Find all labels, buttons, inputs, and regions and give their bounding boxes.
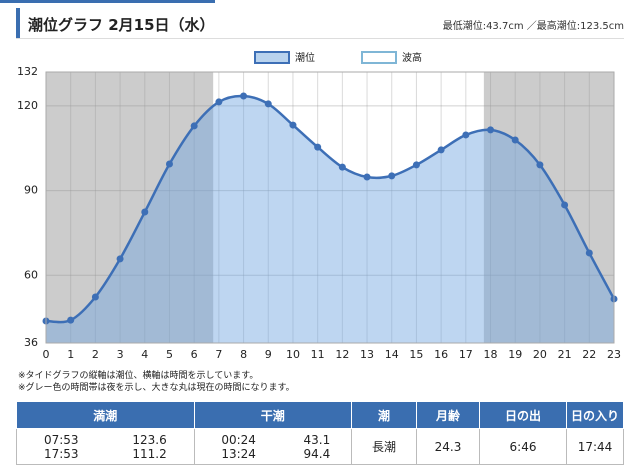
x-tick-label: 2: [92, 348, 99, 361]
note: ※グレー色の時間帯は夜を示し、大きな丸は現在の時間になります。: [18, 383, 295, 393]
x-tick-label: 10: [286, 348, 300, 361]
time: 00:24: [221, 432, 256, 447]
point: [585, 249, 593, 257]
x-tick-label: 14: [385, 348, 399, 361]
x-tick-label: 9: [265, 348, 272, 361]
night-band: [46, 72, 214, 343]
y-tick-label: 90: [24, 184, 38, 197]
th: 潮: [351, 401, 418, 429]
point: [289, 121, 297, 129]
point: [91, 293, 99, 301]
legend-label: 波高: [402, 51, 422, 64]
x-tick-label: 3: [117, 348, 124, 361]
x-tick-label: 6: [191, 348, 198, 361]
point: [67, 316, 75, 324]
y-tick-label: 60: [24, 268, 38, 281]
x-tick-label: 15: [409, 348, 423, 361]
cell: 長潮: [351, 428, 418, 465]
x-tick-label: 16: [434, 348, 448, 361]
x-tick-label: 23: [607, 348, 621, 361]
level: 111.2: [132, 446, 167, 461]
time: 07:53: [43, 432, 79, 447]
level: 94.4: [303, 446, 331, 461]
x-tick-label: 19: [508, 348, 522, 361]
summary: 最低潮位:43.7cm ／最高潮位:123.5cm: [442, 21, 624, 32]
area: [46, 95, 614, 343]
point: [536, 161, 544, 169]
note: ※タイドグラフの縦軸は潮位、横軸は時間を示しています。: [18, 371, 259, 381]
point: [412, 161, 420, 169]
point: [437, 146, 445, 154]
x-tick-label: 22: [582, 348, 596, 361]
th: 日の出: [479, 401, 568, 429]
legend-label: 潮位: [295, 51, 315, 64]
point: [363, 173, 371, 181]
title: 潮位グラフ 2月15日（水）: [28, 16, 215, 34]
point: [190, 122, 198, 130]
cell: 24.3: [416, 428, 481, 465]
x-tick-label: 7: [215, 348, 222, 361]
x-tick-label: 12: [335, 348, 349, 361]
tab-line: [0, 0, 215, 3]
legend-swatch: [254, 51, 290, 64]
header: 潮位グラフ 2月15日（水） 最低潮位:43.7cm ／最高潮位:123.5cm: [16, 8, 624, 39]
cell: 00:24 13:24: [193, 428, 283, 465]
tide-table: 満潮 干潮 潮 月齢 日の出 日の入り 07:53 17:53 123.6 111.…: [15, 401, 624, 465]
x-tick-label: 18: [484, 348, 498, 361]
point: [561, 201, 569, 209]
th: 日の入り: [566, 401, 624, 429]
y-tick-label: 132: [17, 65, 38, 78]
th: 月齢: [416, 401, 481, 429]
point: [165, 160, 173, 168]
x-tick-label: 8: [240, 348, 247, 361]
cell: 123.6 111.2: [105, 428, 195, 465]
notes: ※タイドグラフの縦軸は潮位、横軸は時間を示しています。 ※グレー色の時間帯は夜を…: [18, 370, 295, 394]
point: [215, 98, 223, 106]
th: 満潮: [16, 401, 195, 429]
x-tick-label: 11: [311, 348, 325, 361]
point: [388, 172, 396, 180]
point: [487, 126, 495, 134]
point: [141, 208, 149, 216]
point: [264, 100, 272, 108]
header-bar: [16, 8, 20, 38]
night-band: [483, 72, 614, 343]
cell: 07:53 17:53: [15, 428, 106, 465]
x-tick-label: 5: [166, 348, 173, 361]
cell: 17:44: [566, 428, 624, 465]
y-tick-label: 120: [17, 99, 38, 112]
point: [116, 255, 124, 263]
point: [462, 131, 470, 139]
time: 13:24: [221, 446, 256, 461]
point: [511, 136, 519, 144]
x-tick-label: 0: [43, 348, 50, 361]
point: [338, 163, 346, 171]
x-tick-label: 4: [141, 348, 148, 361]
cell: 43.1 94.4: [282, 428, 353, 465]
x-tick-label: 17: [459, 348, 473, 361]
th: 干潮: [193, 401, 353, 429]
plot-border: [45, 71, 615, 344]
level: 43.1: [303, 432, 331, 447]
cell: 6:46: [479, 428, 568, 465]
time: 17:53: [43, 446, 79, 461]
level: 123.6: [132, 432, 167, 447]
x-tick-label: 21: [558, 348, 572, 361]
legend-swatch: [361, 51, 397, 64]
x-tick-label: 13: [360, 348, 374, 361]
x-tick-label: 20: [533, 348, 547, 361]
point: [240, 92, 248, 100]
x-tick-label: 1: [67, 348, 74, 361]
point: [314, 143, 322, 151]
y-tick-label: 36: [24, 336, 38, 349]
chart: 潮位 波高0 1 2 3 4 5 6 7 8 9 10 11 12 13 14 15 16 17 18 19 20 21 22…: [17, 51, 621, 361]
